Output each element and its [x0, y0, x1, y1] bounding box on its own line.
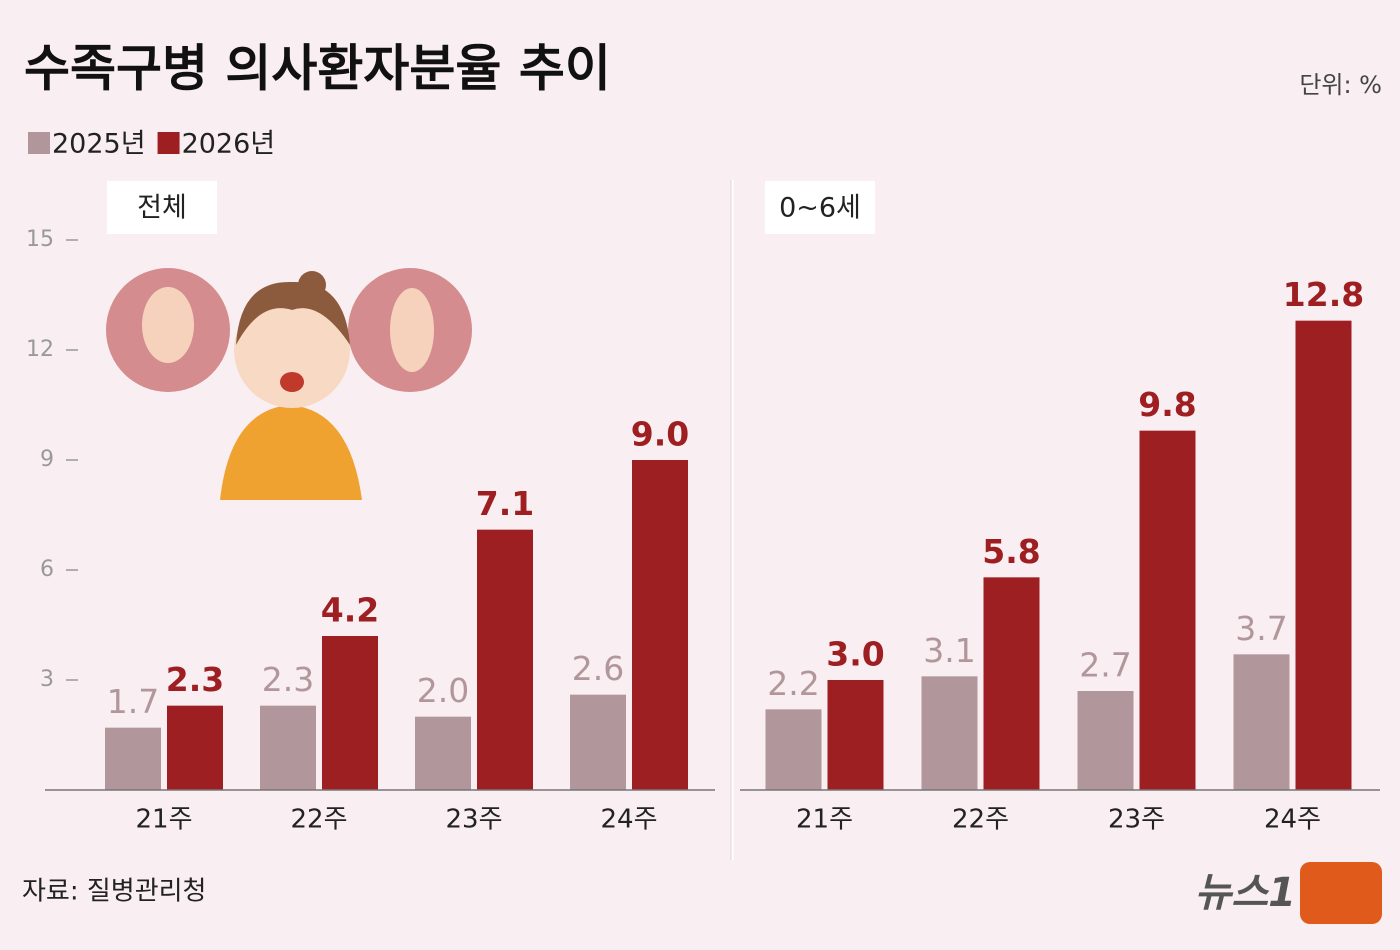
source: 자료: 질병관리청 — [22, 877, 206, 907]
bar — [570, 694, 626, 790]
value-label: 2.3 — [166, 660, 224, 699]
y-tick-label: 3 — [40, 667, 54, 692]
bar — [827, 680, 884, 790]
legend-label: 2025년 — [52, 129, 146, 160]
bar — [105, 727, 161, 790]
value-label-prev: 2.0 — [417, 671, 469, 710]
bar — [477, 529, 533, 790]
bar — [167, 705, 223, 790]
y-tick-label: 15 — [26, 227, 54, 252]
value-label-prev: 2.6 — [572, 649, 624, 688]
x-tick-label: 22주 — [290, 805, 347, 835]
legend-label: 2026년 — [182, 129, 276, 160]
subtitle-box — [765, 181, 875, 234]
value-label: 3.0 — [826, 635, 884, 674]
value-label-prev: 3.7 — [1235, 609, 1287, 648]
bar — [322, 636, 378, 790]
x-tick-label: 21주 — [796, 805, 853, 835]
bar — [983, 577, 1040, 790]
value-label: 9.8 — [1138, 385, 1196, 424]
bar — [1077, 691, 1134, 790]
value-label-prev: 2.7 — [1079, 646, 1131, 685]
x-tick-label: 24주 — [600, 805, 657, 835]
legend-swatch — [157, 132, 180, 154]
bar — [1233, 654, 1290, 790]
value-label: 9.0 — [631, 415, 689, 454]
bar — [921, 676, 978, 790]
value-label-prev: 2.3 — [262, 660, 314, 699]
x-tick-label: 21주 — [135, 805, 192, 835]
x-tick-label: 23주 — [445, 805, 502, 835]
subtitle: 전체 — [137, 193, 187, 224]
subtitle: 0~6세 — [779, 193, 861, 224]
bar — [765, 709, 822, 790]
y-tick-label: 12 — [26, 337, 54, 362]
x-tick-label: 23주 — [1108, 805, 1165, 835]
subtitle-box — [107, 181, 217, 234]
value-label: 5.8 — [982, 532, 1040, 571]
legend-swatch — [28, 132, 50, 154]
illustration — [106, 268, 472, 500]
bar — [415, 716, 471, 790]
unit: 단위: % — [1299, 71, 1382, 99]
value-label-prev: 3.1 — [923, 631, 975, 670]
value-label: 7.1 — [476, 484, 534, 523]
bar — [260, 705, 316, 790]
bar — [1295, 320, 1352, 790]
x-tick-label: 22주 — [952, 805, 1009, 835]
y-tick-label: 9 — [40, 447, 54, 472]
title: 수족구병 의사환자분율 추이 — [24, 40, 611, 98]
y-tick-label: 6 — [40, 557, 54, 582]
value-label: 12.8 — [1283, 275, 1364, 314]
value-label-prev: 1.7 — [107, 682, 159, 721]
value-label: 4.2 — [321, 591, 379, 630]
x-tick-label: 24주 — [1264, 805, 1321, 835]
bar — [632, 460, 688, 790]
bar — [1139, 430, 1196, 790]
logo-badge — [1300, 862, 1382, 924]
logo: 뉴스1 — [1195, 870, 1296, 916]
value-label-prev: 2.2 — [767, 664, 819, 703]
